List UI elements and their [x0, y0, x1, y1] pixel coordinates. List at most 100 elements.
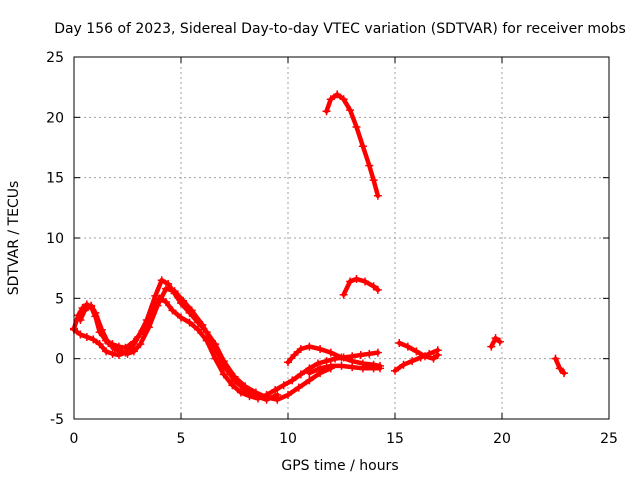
data-point	[198, 320, 207, 329]
y-tick-label: 10	[46, 231, 64, 247]
data-point	[339, 290, 348, 299]
data-point	[82, 332, 91, 341]
data-point	[76, 316, 85, 325]
data-point	[305, 369, 314, 378]
data-point	[326, 95, 335, 104]
data-point	[129, 347, 138, 356]
data-point	[408, 357, 417, 366]
data-point	[495, 337, 504, 346]
data-point	[433, 351, 442, 360]
data-point	[290, 351, 299, 360]
data-point	[429, 354, 438, 363]
data-point	[91, 308, 100, 317]
data-point	[365, 349, 374, 358]
y-tick-label: 5	[55, 291, 64, 307]
x-axis-label: GPS time / hours	[281, 458, 398, 474]
data-point	[294, 383, 303, 392]
data-point	[87, 301, 96, 310]
data-point	[373, 191, 382, 200]
series-arc-6	[339, 275, 382, 299]
data-point	[76, 330, 85, 339]
data-point	[89, 335, 98, 344]
x-tick-label: 20	[493, 431, 511, 447]
data-point	[151, 291, 160, 300]
data-point	[369, 176, 378, 185]
data-point	[296, 370, 305, 379]
data-point	[326, 348, 335, 357]
data-point	[412, 347, 421, 356]
data-point	[177, 313, 185, 322]
data-point	[241, 386, 250, 395]
data-point	[80, 306, 89, 315]
data-point	[95, 340, 104, 349]
data-point	[251, 392, 260, 401]
data-point	[316, 364, 325, 373]
x-tick-label: 5	[177, 431, 186, 447]
series-arc-3	[76, 284, 282, 404]
data-point	[230, 376, 239, 385]
data-point	[273, 390, 282, 399]
data-point	[352, 122, 361, 131]
data-point	[209, 340, 218, 349]
y-tick-label: -5	[50, 412, 64, 428]
data-point	[361, 277, 370, 286]
data-point	[391, 366, 399, 375]
data-point	[162, 297, 171, 306]
data-point	[179, 296, 188, 305]
data-point	[337, 353, 346, 362]
data-point	[136, 340, 145, 349]
data-point	[162, 284, 171, 293]
data-point	[219, 361, 228, 370]
data-point	[560, 369, 569, 378]
data-point	[555, 364, 564, 373]
series-arc-9	[395, 338, 442, 363]
data-point	[333, 90, 342, 99]
data-point	[313, 359, 322, 368]
x-tick-label: 0	[70, 431, 79, 447]
data-point	[219, 370, 228, 379]
data-point	[551, 354, 560, 363]
series-arc-7	[305, 361, 385, 378]
data-point	[153, 301, 162, 310]
y-axis-label: SDTVAR / TECUs	[6, 181, 22, 296]
data-point	[346, 106, 355, 115]
data-point	[288, 376, 297, 385]
series-arc-11	[551, 354, 569, 378]
x-tick-label: 25	[600, 431, 618, 447]
y-tick-label: 25	[46, 50, 64, 66]
data-point	[187, 306, 196, 315]
data-point	[157, 276, 166, 285]
data-point	[108, 349, 117, 358]
data-point	[262, 395, 271, 404]
data-point	[134, 332, 143, 341]
data-point	[97, 325, 106, 334]
x-tick-label: 10	[279, 431, 297, 447]
data-point	[305, 342, 314, 351]
data-point	[279, 381, 288, 390]
data-point	[305, 376, 314, 385]
data-point	[164, 279, 173, 288]
data-point	[373, 285, 382, 294]
series-line	[78, 286, 280, 402]
y-tick-label: 15	[46, 171, 64, 187]
data-point	[487, 342, 496, 351]
data-point	[491, 334, 500, 343]
data-point	[194, 325, 203, 334]
data-point	[369, 282, 378, 291]
data-point	[104, 338, 113, 347]
data-point	[352, 275, 361, 284]
chart-title: Day 156 of 2023, Sidereal Day-to-day VTE…	[54, 21, 626, 37]
data-point	[326, 361, 335, 370]
data-point	[358, 364, 367, 373]
data-point	[316, 345, 325, 354]
data-series-layer	[70, 90, 569, 404]
grid-lines	[74, 57, 609, 419]
data-point	[403, 342, 412, 351]
series-arc-4	[284, 342, 385, 370]
axis-ticks: 0 5 10 15 20 25 -5 0 5 10 15 20 25	[46, 50, 618, 447]
data-point	[322, 357, 331, 366]
data-point	[117, 347, 126, 356]
series-line	[324, 92, 381, 199]
data-point	[395, 338, 404, 347]
data-point	[358, 142, 367, 151]
